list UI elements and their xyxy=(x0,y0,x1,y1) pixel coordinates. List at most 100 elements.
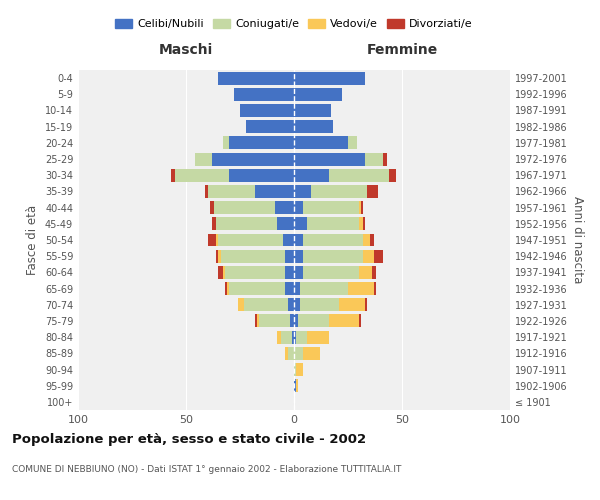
Bar xyxy=(294,234,302,246)
Bar xyxy=(259,314,290,328)
Bar xyxy=(294,201,302,214)
Bar xyxy=(255,314,257,328)
Bar xyxy=(307,330,329,344)
Bar xyxy=(257,314,259,328)
Bar xyxy=(363,234,370,246)
Bar xyxy=(218,266,223,279)
Bar xyxy=(255,185,294,198)
Y-axis label: Fasce di età: Fasce di età xyxy=(26,205,39,275)
Bar xyxy=(287,298,294,311)
Bar xyxy=(281,330,292,344)
Bar xyxy=(359,266,372,279)
Text: COMUNE DI NEBBIUNO (NO) - Dati ISTAT 1° gennaio 2002 - Elaborazione TUTTITALIA.I: COMUNE DI NEBBIUNO (NO) - Dati ISTAT 1° … xyxy=(12,466,401,474)
Bar xyxy=(296,330,307,344)
Bar xyxy=(294,169,329,181)
Bar xyxy=(302,201,359,214)
Bar xyxy=(286,347,287,360)
Bar xyxy=(359,201,361,214)
Bar xyxy=(359,314,361,328)
Bar xyxy=(329,169,389,181)
Bar xyxy=(294,266,302,279)
Bar xyxy=(294,250,302,262)
Bar xyxy=(296,363,302,376)
Bar xyxy=(238,298,244,311)
Bar xyxy=(275,201,294,214)
Bar xyxy=(214,201,275,214)
Bar xyxy=(212,218,216,230)
Bar xyxy=(302,234,363,246)
Bar xyxy=(363,218,365,230)
Bar xyxy=(294,379,296,392)
Bar xyxy=(225,282,227,295)
Bar xyxy=(359,218,363,230)
Bar xyxy=(212,152,294,166)
Bar xyxy=(367,185,378,198)
Bar xyxy=(229,136,294,149)
Bar xyxy=(223,136,229,149)
Bar xyxy=(218,234,283,246)
Bar xyxy=(233,88,294,101)
Bar xyxy=(194,152,212,166)
Bar xyxy=(218,250,221,262)
Bar xyxy=(374,250,383,262)
Bar xyxy=(277,218,294,230)
Bar xyxy=(171,169,175,181)
Bar xyxy=(205,185,208,198)
Bar xyxy=(208,234,216,246)
Bar xyxy=(294,152,365,166)
Bar xyxy=(383,152,387,166)
Bar xyxy=(225,266,286,279)
Bar xyxy=(247,120,294,133)
Bar xyxy=(240,104,294,117)
Bar xyxy=(298,314,329,328)
Bar xyxy=(363,250,374,262)
Bar xyxy=(294,314,298,328)
Bar xyxy=(361,201,363,214)
Bar xyxy=(340,298,365,311)
Bar xyxy=(216,218,277,230)
Bar xyxy=(208,185,255,198)
Bar xyxy=(294,218,307,230)
Bar xyxy=(329,314,359,328)
Bar xyxy=(294,363,296,376)
Bar xyxy=(365,152,383,166)
Bar xyxy=(374,282,376,295)
Bar xyxy=(229,282,286,295)
Bar xyxy=(294,298,301,311)
Bar xyxy=(294,120,333,133)
Bar xyxy=(227,282,229,295)
Bar xyxy=(286,282,294,295)
Bar xyxy=(283,234,294,246)
Bar xyxy=(311,185,367,198)
Bar xyxy=(294,282,301,295)
Bar xyxy=(286,266,294,279)
Bar xyxy=(290,314,294,328)
Bar xyxy=(294,88,341,101)
Bar xyxy=(216,234,218,246)
Y-axis label: Anni di nascita: Anni di nascita xyxy=(571,196,584,284)
Bar xyxy=(286,250,294,262)
Bar xyxy=(223,266,225,279)
Bar xyxy=(294,347,302,360)
Bar xyxy=(218,72,294,85)
Bar xyxy=(244,298,287,311)
Text: Maschi: Maschi xyxy=(159,43,213,57)
Bar xyxy=(301,282,348,295)
Bar xyxy=(292,330,294,344)
Bar xyxy=(302,266,359,279)
Bar xyxy=(370,234,374,246)
Bar xyxy=(210,201,214,214)
Bar xyxy=(301,298,340,311)
Bar xyxy=(302,250,363,262)
Bar xyxy=(294,136,348,149)
Bar xyxy=(348,136,356,149)
Bar xyxy=(294,330,296,344)
Text: Popolazione per età, sesso e stato civile - 2002: Popolazione per età, sesso e stato civil… xyxy=(12,432,366,446)
Bar xyxy=(294,185,311,198)
Bar xyxy=(229,169,294,181)
Bar xyxy=(175,169,229,181)
Legend: Celibi/Nubili, Coniugati/e, Vedovi/e, Divorziati/e: Celibi/Nubili, Coniugati/e, Vedovi/e, Di… xyxy=(111,14,477,34)
Bar xyxy=(348,282,374,295)
Bar xyxy=(296,379,298,392)
Bar xyxy=(216,250,218,262)
